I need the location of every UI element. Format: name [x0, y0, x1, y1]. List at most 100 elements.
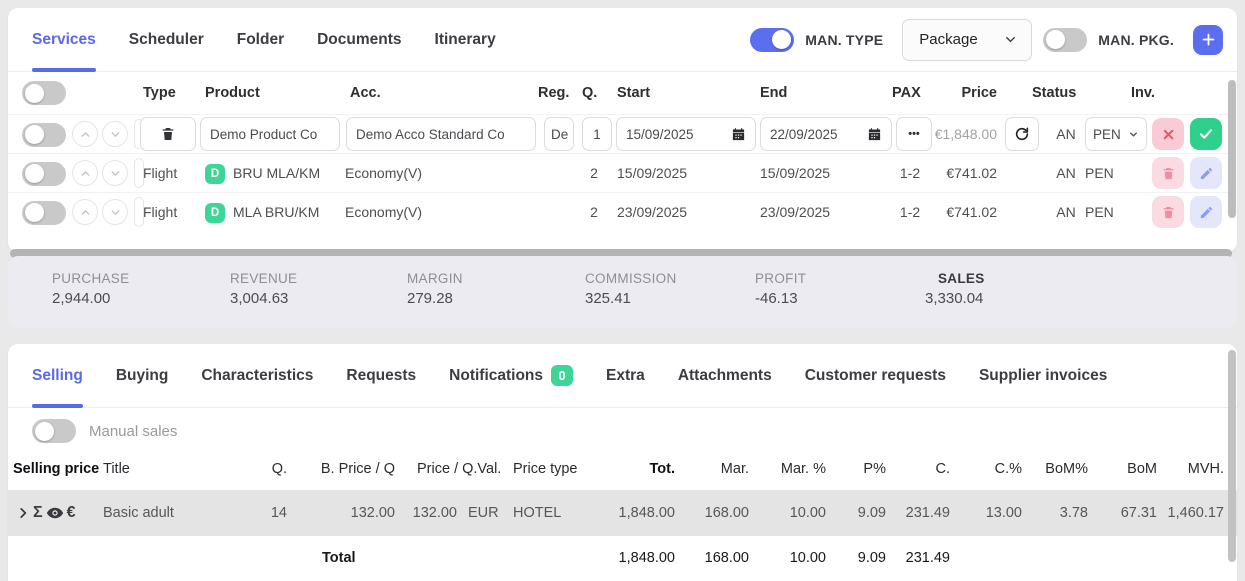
add-service-button[interactable] — [1193, 24, 1223, 55]
financial-summary: PURCHASE 2,944.00 REVENUE 3,004.63 MARGIN 2… — [8, 256, 1237, 328]
refresh-price-button[interactable] — [1005, 117, 1039, 151]
end-value: 23/09/2025 — [760, 204, 831, 220]
move-up-button[interactable] — [72, 160, 98, 186]
plus-icon — [1200, 31, 1217, 48]
tab-supplier-invoices[interactable]: Supplier invoices — [978, 366, 1108, 384]
chevron-up-icon — [79, 128, 92, 141]
eye-icon[interactable] — [46, 504, 64, 522]
horizontal-scrollbar[interactable] — [10, 249, 1232, 258]
row-icon-group: Σ € — [16, 490, 76, 536]
move-down-button[interactable] — [102, 121, 128, 147]
col-p-pct: P% — [863, 461, 886, 477]
tab-scheduler[interactable]: Scheduler — [128, 30, 204, 48]
pax-more-button[interactable]: ••• — [896, 117, 932, 151]
total-c-value: 231.49 — [905, 550, 950, 566]
product-value: MLA BRU/KM — [233, 204, 320, 220]
service-row-flight-1: Flight D BRU MLA/KM Economy(V) 2 15/09/2… — [8, 153, 1237, 192]
col-price-q-val: Price / Q.Val. — [417, 461, 502, 477]
start-date-input[interactable]: 15/09/2025 — [616, 117, 756, 151]
chevron-down-icon — [1128, 129, 1139, 140]
tab-customer-requests[interactable]: Customer requests — [804, 366, 946, 384]
start-value: 15/09/2025 — [617, 165, 688, 181]
price-type-value: HOTEL — [513, 505, 562, 521]
reg-input[interactable]: De — [544, 117, 574, 151]
trash-icon — [1161, 205, 1176, 220]
delete-row-button[interactable] — [1152, 196, 1184, 228]
euro-icon[interactable]: € — [66, 504, 76, 521]
calendar-icon — [867, 127, 882, 142]
row-toggle[interactable] — [22, 122, 66, 147]
move-up-button[interactable] — [72, 199, 98, 225]
inv-select[interactable]: PEN — [1085, 117, 1147, 151]
end-date-input[interactable]: 22/09/2025 — [760, 117, 892, 151]
manual-sales-label: Manual sales — [89, 422, 178, 440]
selling-total-row: Total 1,848.00 168.00 10.00 9.09 231.49 — [8, 536, 1237, 580]
tab-itinerary[interactable]: Itinerary — [434, 30, 496, 48]
tab-attachments[interactable]: Attachments — [677, 366, 772, 384]
toggle-knob — [25, 203, 44, 222]
col-reg: Reg. — [538, 85, 570, 101]
select-all-toggle[interactable] — [22, 81, 66, 105]
move-up-button[interactable] — [72, 121, 98, 147]
tab-requests[interactable]: Requests — [346, 366, 417, 384]
refresh-icon — [1014, 126, 1030, 142]
col-pax: PAX — [892, 85, 921, 101]
expand-chevron-right-icon[interactable] — [16, 506, 30, 520]
sum-sigma-icon[interactable]: Σ — [33, 504, 43, 521]
drag-handle[interactable] — [134, 197, 144, 227]
move-down-button[interactable] — [102, 160, 128, 186]
man-type-toggle[interactable] — [750, 27, 795, 52]
row-toggle[interactable] — [22, 161, 66, 186]
selling-row-basic-adult[interactable]: Σ € Basic adult 14 132.00 132.00 EUR HOT… — [8, 490, 1237, 536]
tab-notifications[interactable]: Notifications 0 — [449, 344, 574, 408]
product-input[interactable]: Demo Product Co — [200, 117, 340, 151]
toggle-knob — [772, 30, 792, 49]
type-delete-button[interactable] — [140, 117, 196, 151]
confirm-button[interactable] — [1190, 118, 1222, 150]
summary-commission: COMMISSION 325.41 — [585, 271, 677, 307]
vertical-scrollbar[interactable] — [1228, 350, 1236, 562]
col-inv: Inv. — [1131, 85, 1155, 101]
notifications-count-badge: 0 — [551, 365, 574, 386]
status-value: AN — [1056, 165, 1076, 181]
price-value: €741.02 — [946, 204, 997, 220]
total-p-pct-value: 9.09 — [857, 550, 886, 566]
acc-input[interactable]: Demo Acco Standard Co — [346, 117, 536, 151]
edit-row-button[interactable] — [1190, 157, 1222, 189]
delete-row-button[interactable] — [1152, 157, 1184, 189]
tab-folder[interactable]: Folder — [236, 30, 285, 48]
quantity-value: 2 — [590, 204, 598, 220]
toggle-knob — [25, 125, 44, 144]
x-icon — [1161, 127, 1176, 142]
move-down-button[interactable] — [102, 199, 128, 225]
tab-documents[interactable]: Documents — [317, 30, 402, 48]
man-pkg-toggle[interactable] — [1043, 27, 1088, 52]
tab-selling[interactable]: Selling — [32, 344, 83, 408]
currency-value: EUR — [468, 505, 499, 521]
col-price-type: Price type — [513, 461, 578, 477]
drag-handle[interactable] — [134, 158, 144, 188]
col-q: Q. — [271, 461, 287, 477]
total-tot-value: 1,848.00 — [618, 550, 675, 566]
tab-extra[interactable]: Extra — [606, 366, 645, 384]
tab-characteristics[interactable]: Characteristics — [201, 366, 314, 384]
package-type-select[interactable]: Package — [902, 18, 1033, 61]
trash-icon — [160, 126, 176, 142]
inv-value: PEN — [1085, 165, 1114, 181]
services-panel: Services Scheduler Folder Documents Itin… — [8, 8, 1237, 258]
tab-services[interactable]: Services — [32, 8, 96, 72]
manual-sales-toggle[interactable] — [32, 419, 76, 443]
cancel-button[interactable] — [1152, 118, 1184, 150]
edit-row-button[interactable] — [1190, 196, 1222, 228]
bom-pct-value: 3.78 — [1059, 505, 1088, 521]
quantity-input[interactable]: 1 — [582, 117, 612, 151]
chevron-down-icon — [109, 167, 122, 180]
toggle-knob — [25, 83, 44, 103]
row-toggle[interactable] — [22, 200, 66, 225]
col-selling-price: Selling price — [13, 461, 100, 477]
toggle-knob — [35, 421, 54, 441]
direct-badge: D — [205, 202, 225, 223]
tab-buying[interactable]: Buying — [115, 366, 169, 384]
vertical-scrollbar[interactable] — [1228, 80, 1236, 218]
